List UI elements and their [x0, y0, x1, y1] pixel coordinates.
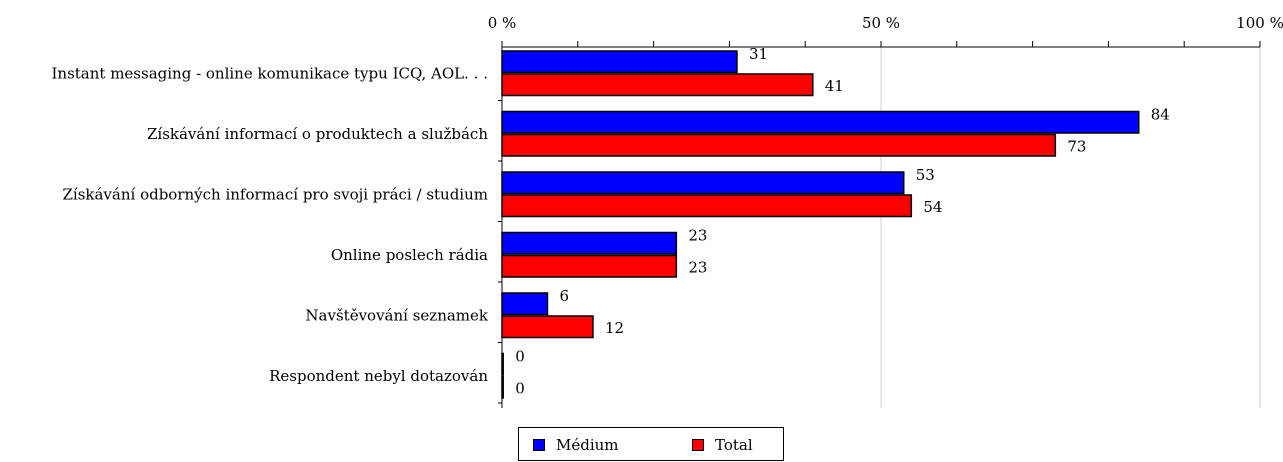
data-label: 12	[605, 319, 624, 337]
legend-item-medium: Médium	[533, 436, 619, 454]
axes	[498, 41, 1261, 408]
gridlines	[880, 47, 1261, 408]
data-label: 0	[515, 379, 525, 397]
legend-item-total: Total	[692, 436, 753, 454]
data-label: 23	[688, 258, 707, 276]
x-tick-label: 100 %	[1236, 14, 1283, 32]
data-label: 31	[749, 45, 768, 63]
bar-total	[501, 315, 594, 339]
legend-swatch-medium	[533, 439, 545, 451]
data-label: 0	[515, 347, 525, 365]
legend-label-total: Total	[715, 436, 753, 454]
category-label: Získávání informací o produktech a služb…	[147, 125, 488, 143]
bar-medium	[501, 171, 905, 195]
data-label: 6	[559, 287, 569, 305]
category-label: Instant messaging - online komunikace ty…	[51, 65, 488, 83]
bar-total	[501, 133, 1057, 157]
legend-swatch-total	[692, 439, 704, 451]
bar-medium	[501, 110, 1140, 134]
x-tick-label: 50 %	[862, 14, 900, 32]
data-label: 54	[923, 198, 942, 216]
bar-medium	[501, 50, 738, 74]
bar-total	[501, 73, 814, 97]
x-tick-label: 0 %	[488, 14, 517, 32]
labels: 0 % 50 % 100 % Instant messaging - online k…	[51, 14, 1283, 397]
bar-medium	[501, 231, 678, 255]
bar-medium	[501, 292, 549, 316]
legend: Médium Total	[518, 427, 784, 461]
bar-total	[501, 375, 504, 399]
bar-total	[501, 194, 913, 218]
data-label: 84	[1151, 105, 1170, 123]
bars	[501, 50, 1140, 399]
data-label: 53	[916, 166, 935, 184]
category-label: Získávání odborných informací pro svoji …	[62, 186, 488, 204]
data-label: 41	[825, 77, 844, 95]
data-label: 23	[688, 226, 707, 244]
bar-medium	[501, 352, 504, 376]
legend-label-medium: Médium	[556, 436, 619, 454]
bar-total	[501, 254, 678, 278]
data-label: 73	[1067, 137, 1086, 155]
category-label: Navštěvování seznamek	[305, 307, 488, 325]
category-label: Online poslech rádia	[331, 246, 488, 264]
category-label: Respondent nebyl dotazován	[269, 367, 488, 385]
